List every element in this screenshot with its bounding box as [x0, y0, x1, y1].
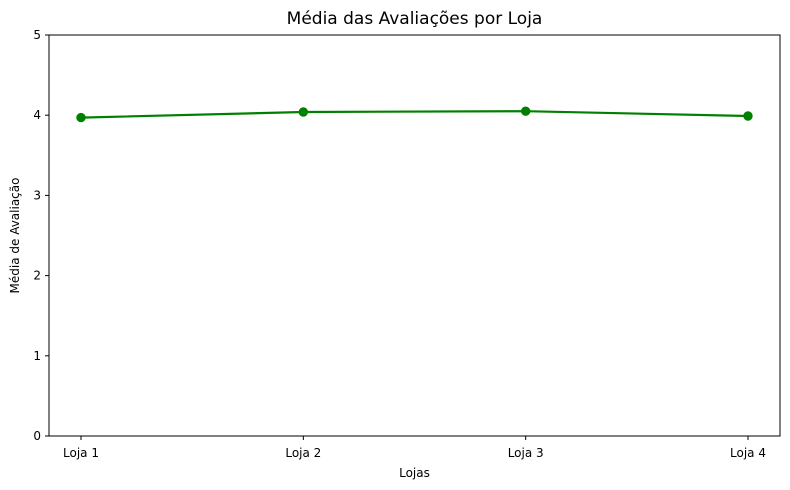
chart-title: Média das Avaliações por Loja: [287, 9, 543, 29]
y-tick-label: 4: [33, 108, 41, 122]
data-point: [520, 106, 531, 116]
y-axis: 0 1 2 3 4 5: [33, 28, 49, 443]
series-line: [79, 110, 750, 119]
y-tick-label: 5: [33, 28, 41, 42]
x-tick-label: Loja 4: [730, 446, 766, 460]
y-axis-label: Média de Avaliação: [8, 178, 22, 294]
plot-area: [48, 34, 781, 437]
y-tick-label: 0: [33, 429, 41, 443]
series-layer: [76, 106, 753, 123]
x-axis: Loja 1 Loja 2 Loja 3 Loja 4: [63, 436, 766, 460]
x-tick-label: Loja 2: [285, 446, 321, 460]
data-point: [743, 111, 753, 121]
x-tick-label: Loja 3: [508, 446, 544, 460]
x-axis-label: Lojas: [399, 466, 430, 480]
y-tick-label: 3: [33, 188, 41, 202]
plot-frame: [48, 34, 781, 437]
y-tick-label: 2: [33, 269, 41, 283]
y-tick-label: 1: [33, 349, 41, 363]
data-point: [76, 112, 86, 123]
data-point: [298, 107, 309, 117]
x-tick-label: Loja 1: [63, 446, 99, 460]
